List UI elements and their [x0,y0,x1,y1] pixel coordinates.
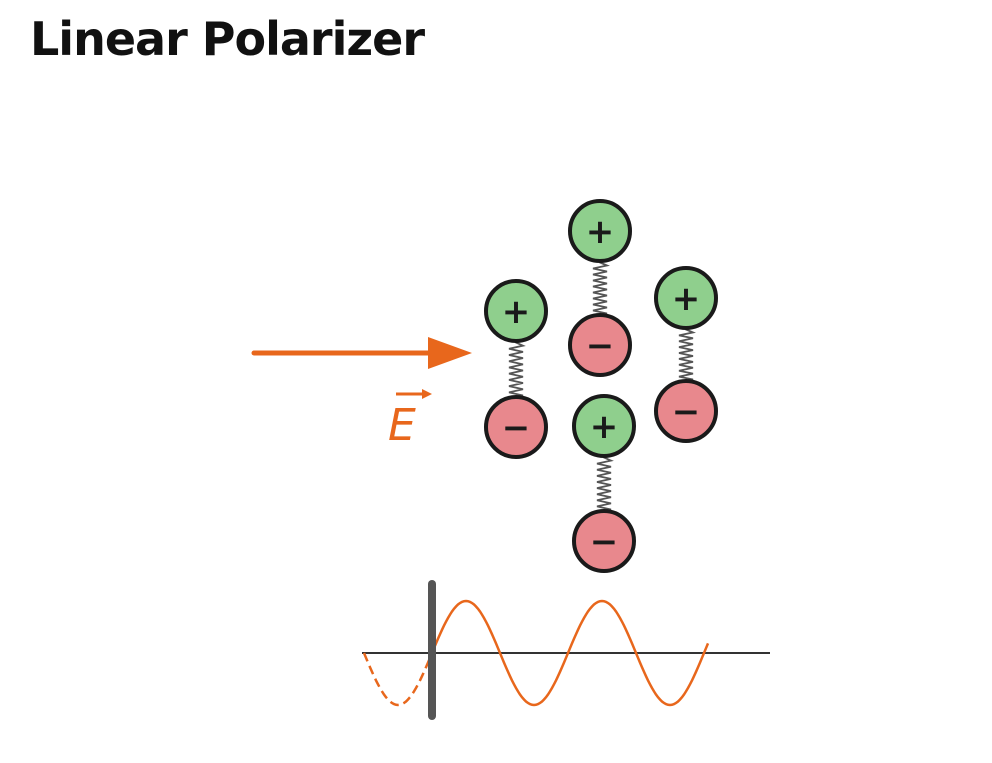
negative-charge: − [572,509,636,573]
page-title: Linear Polarizer [30,12,425,66]
plus-sign-icon: + [586,212,615,252]
vector-arrowhead-icon [422,389,432,399]
negative-charge-circle [484,395,548,459]
negative-charge-circle [572,509,636,573]
positive-charge: + [484,279,548,343]
dipole-3-spring [678,328,697,382]
dipole-2: +− [568,199,632,377]
dipole-4: +− [572,394,636,573]
positive-charge: + [654,266,718,330]
wave-section [362,580,770,720]
minus-sign-icon: − [586,326,615,366]
transmitted-wave [430,599,710,707]
charges: +−+−+−+− [484,199,718,573]
dipole-1: +− [484,279,548,459]
e-field-arrow [251,337,472,369]
positive-charge: + [572,394,636,458]
plus-sign-icon: + [502,292,531,332]
positive-charge: + [568,199,632,263]
negative-charge-circle [568,313,632,377]
positive-charge-circle [484,279,548,343]
e-field-label-group: E [388,389,432,451]
negative-charge: − [568,313,632,377]
dipole-4-spring [596,456,614,512]
positive-charge-circle [654,266,718,330]
springs [508,261,697,512]
dipole-1-spring [508,341,526,398]
dipole-3: +− [654,266,718,443]
negative-charge-circle [654,379,718,443]
incident-wave-dashed [362,652,434,707]
minus-sign-icon: − [590,522,619,562]
negative-charge: − [654,379,718,443]
positive-charge-circle [572,394,636,458]
plus-sign-icon: + [672,279,701,319]
plus-sign-icon: + [590,407,619,447]
negative-charge: − [484,395,548,459]
positive-charge-circle [568,199,632,263]
minus-sign-icon: − [672,392,701,432]
e-field-label: E [388,400,416,451]
minus-sign-icon: − [502,408,531,448]
e-field-arrow-head [428,337,472,369]
dipole-2-spring [592,261,610,316]
